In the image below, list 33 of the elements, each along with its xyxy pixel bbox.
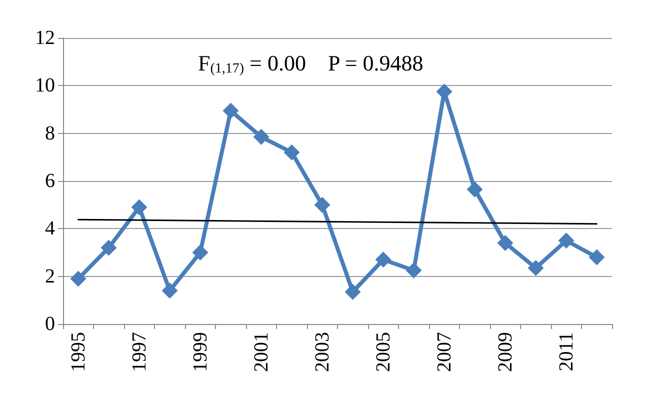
point bbox=[466, 181, 483, 198]
x-tick-label: 2001 bbox=[250, 332, 272, 372]
y-tick-label: 6 bbox=[45, 170, 55, 192]
point bbox=[497, 234, 514, 251]
point bbox=[162, 282, 178, 299]
x-tick-label: 2009 bbox=[494, 332, 516, 372]
point bbox=[528, 260, 544, 276]
y-tick-label: 2 bbox=[45, 265, 55, 288]
y-tick-label: 12 bbox=[35, 27, 55, 49]
y-tick-label: 10 bbox=[35, 74, 55, 97]
point bbox=[344, 284, 361, 300]
point bbox=[375, 252, 392, 268]
x-tick-label: 2011 bbox=[555, 332, 578, 372]
point bbox=[222, 102, 239, 119]
x-tick-label: 1999 bbox=[189, 332, 212, 372]
point bbox=[406, 262, 422, 278]
point bbox=[314, 196, 330, 213]
x-tick-label: 1995 bbox=[67, 332, 90, 372]
point bbox=[588, 249, 605, 266]
x-tick-label: 1997 bbox=[128, 332, 150, 372]
point bbox=[192, 244, 208, 260]
x-tick-label: 2003 bbox=[311, 332, 334, 372]
point bbox=[100, 240, 117, 256]
point bbox=[253, 128, 270, 145]
point bbox=[131, 199, 148, 216]
point bbox=[558, 232, 574, 249]
point bbox=[284, 144, 300, 160]
y-tick-label: 8 bbox=[45, 122, 55, 144]
y-tick-label: 0 bbox=[45, 313, 55, 335]
point bbox=[70, 270, 86, 287]
y-tick-label: 4 bbox=[45, 218, 55, 240]
x-tick-label: 2005 bbox=[372, 332, 394, 372]
x-tick-label: 2007 bbox=[433, 332, 456, 372]
